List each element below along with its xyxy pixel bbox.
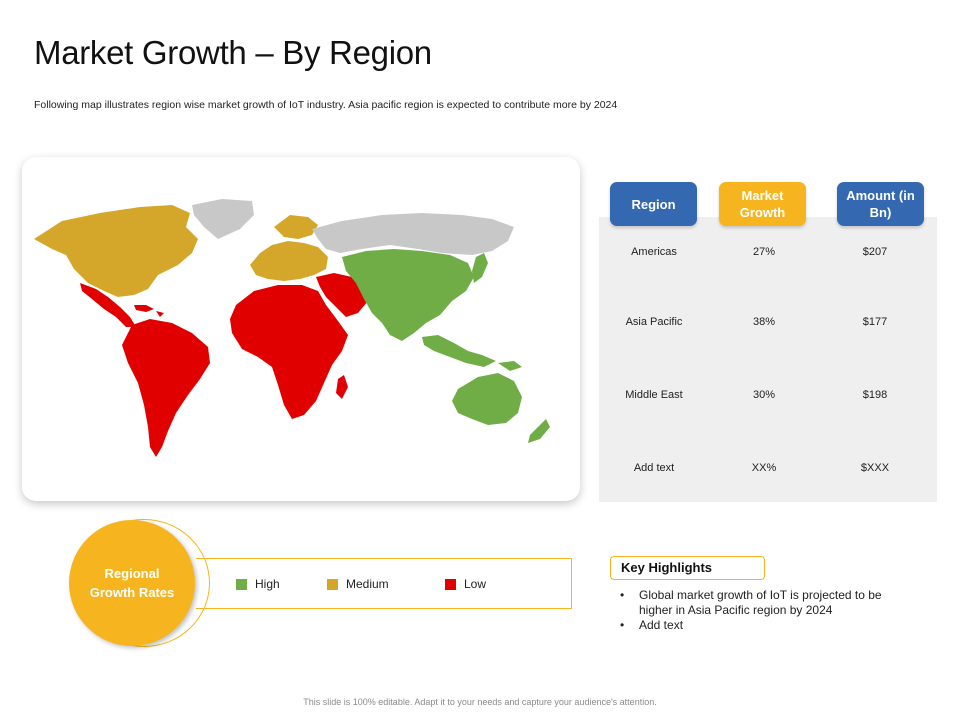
world-map: [34, 199, 550, 457]
map-russia: [312, 213, 514, 255]
legend-item-high: High: [236, 577, 280, 591]
map-caribbean: [134, 305, 154, 312]
header-region: Region: [610, 182, 697, 226]
legend-swatch-high: [236, 578, 247, 590]
table-cell-region: Asia Pacific: [625, 316, 683, 328]
list-item: Add text: [620, 618, 910, 633]
map-indonesia-east: [498, 361, 522, 371]
legend-swatch-low: [445, 578, 456, 590]
table-cell-amount: $207: [862, 246, 888, 258]
legend-item-low: Low: [445, 577, 486, 591]
legend-label-low: Low: [464, 577, 487, 591]
header-market-growth-label: Market Growth: [739, 188, 786, 220]
legend-swatch-medium: [327, 578, 338, 590]
table-cell-growth: 27%: [752, 246, 776, 258]
table-cell-amount: $177: [862, 316, 888, 328]
map-south-america: [122, 319, 210, 457]
header-amount-label: Amount (in Bn): [846, 188, 915, 220]
map-central-america: [80, 283, 136, 327]
map-asia: [342, 249, 474, 341]
table-cell-region: Add text: [633, 462, 675, 474]
map-europe: [250, 241, 328, 281]
map-northern-europe: [274, 215, 318, 239]
table-cell-amount: $198: [862, 389, 888, 401]
legend-label-high: High: [255, 577, 280, 591]
page-title: Market Growth – By Region: [34, 34, 432, 71]
map-madagascar: [336, 375, 348, 399]
key-highlights-list: Global market growth of IoT is projected…: [620, 588, 910, 633]
key-highlights-title: Key Highlights: [610, 556, 765, 580]
table-cell-growth: 30%: [752, 389, 776, 401]
legend-title-circle: Regional Growth Rates: [69, 520, 195, 646]
table-cell-region: Americas: [631, 246, 677, 258]
legend-label-medium: Medium: [346, 577, 389, 591]
map-australia: [452, 373, 522, 425]
legend-title: Regional Growth Rates: [89, 566, 175, 600]
map-middle-east: [316, 273, 368, 317]
legend-item-medium: Medium: [327, 577, 389, 591]
list-item: Global market growth of IoT is projected…: [620, 588, 910, 618]
header-amount: Amount (in Bn): [837, 182, 924, 226]
map-africa: [230, 285, 348, 419]
table-cell-growth: XX%: [751, 462, 777, 474]
table-cell-region: Middle East: [625, 389, 683, 401]
header-market-growth: Market Growth: [719, 182, 806, 226]
map-japan: [472, 253, 488, 283]
footer-note: This slide is 100% editable. Adapt it to…: [303, 697, 657, 707]
region-table-background: [599, 217, 937, 502]
map-north-america: [34, 205, 198, 297]
map-new-zealand: [528, 419, 550, 443]
table-cell-growth: 38%: [752, 316, 776, 328]
legend-box: [196, 558, 572, 609]
map-caribbean-2: [156, 311, 164, 317]
table-cell-amount: $XXX: [860, 462, 890, 474]
map-southeast-asia: [422, 335, 496, 367]
map-greenland: [192, 199, 254, 239]
world-map-card: [22, 157, 580, 501]
page-subtitle: Following map illustrates region wise ma…: [34, 99, 618, 111]
